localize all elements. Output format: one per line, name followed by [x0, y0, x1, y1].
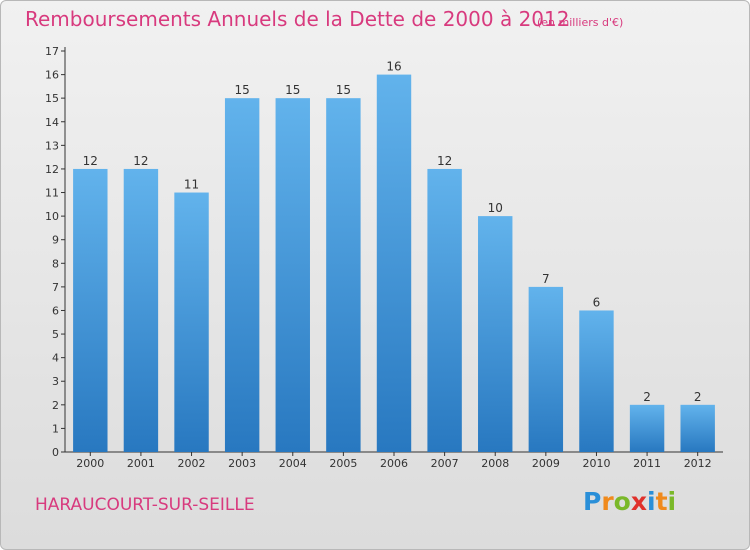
x-tick-label: 2007 — [431, 457, 459, 470]
logo-letter: t — [655, 487, 668, 516]
bar-value-label: 7 — [542, 272, 550, 286]
bar — [73, 168, 108, 453]
bar-value-label: 15 — [336, 83, 351, 97]
y-tick-label: 13 — [45, 139, 59, 152]
y-tick-label: 11 — [45, 187, 59, 200]
logo-letter: i — [667, 487, 677, 516]
y-tick-label: 9 — [52, 234, 59, 247]
chart-labels: 12 2000 12 2001 11 2002 15 2003 15 2004 15 2005 16 20… — [76, 60, 711, 470]
chart-subtitle: (en milliers d'€) — [537, 16, 624, 29]
x-tick-label: 2000 — [76, 457, 104, 470]
y-tick-label: 2 — [52, 399, 59, 412]
x-tick-label: 2010 — [582, 457, 610, 470]
chart-title: Remboursements Annuels de la Dette de 20… — [25, 7, 570, 31]
x-tick-label: 2012 — [684, 457, 712, 470]
bar — [123, 168, 159, 453]
bar-value-label: 10 — [488, 201, 503, 215]
y-tick-label: 0 — [52, 446, 59, 459]
bar-value-label: 16 — [386, 60, 401, 74]
chart-bars — [73, 74, 715, 453]
bar — [224, 98, 260, 453]
bar-value-label: 2 — [694, 390, 702, 404]
x-tick-label: 2002 — [178, 457, 206, 470]
bar — [680, 404, 715, 452]
x-tick-label: 2001 — [127, 457, 155, 470]
bar — [478, 216, 513, 452]
y-tick-label: 15 — [45, 92, 59, 105]
y-tick-label: 7 — [52, 281, 59, 294]
bar — [579, 310, 614, 452]
y-tick-label: 1 — [52, 422, 59, 435]
y-tick-label: 17 — [45, 45, 59, 58]
x-tick-label: 2006 — [380, 457, 408, 470]
bar-value-label: 11 — [184, 178, 199, 192]
y-tick-label: 10 — [45, 210, 59, 223]
bar-value-label: 15 — [235, 83, 250, 97]
x-tick-label: 2003 — [228, 457, 256, 470]
y-tick-label: 4 — [52, 352, 59, 365]
logo-letter: r — [601, 487, 614, 516]
y-tick-label: 16 — [45, 69, 59, 82]
y-tick-label: 14 — [45, 116, 59, 129]
city-name: HARAUCOURT-SUR-SEILLE — [35, 495, 255, 515]
x-tick-label: 2008 — [481, 457, 509, 470]
x-tick-label: 2009 — [532, 457, 560, 470]
x-tick-label: 2004 — [279, 457, 307, 470]
bar — [427, 168, 462, 453]
proxiti-logo: Proxiti — [583, 487, 676, 516]
bar-value-label: 6 — [593, 295, 601, 309]
bar-value-label: 2 — [643, 390, 651, 404]
y-tick-label: 5 — [52, 328, 59, 341]
bar-value-label: 12 — [133, 154, 148, 168]
bar — [174, 192, 209, 452]
bar — [629, 404, 665, 452]
bar-value-label: 15 — [285, 83, 300, 97]
bar — [376, 74, 412, 453]
logo-letter: o — [613, 487, 631, 516]
x-tick-label: 2011 — [633, 457, 661, 470]
logo-letter: i — [647, 487, 656, 516]
bar-value-label: 12 — [437, 154, 452, 168]
bar — [275, 98, 310, 453]
y-tick-label: 12 — [45, 163, 59, 176]
logo-letter: x — [630, 487, 647, 516]
y-tick-label: 8 — [52, 257, 59, 270]
bar-value-label: 12 — [83, 154, 98, 168]
y-tick-label: 3 — [52, 375, 59, 388]
y-tick-label: 6 — [52, 304, 59, 317]
logo-letter: P — [583, 487, 602, 516]
bar — [326, 98, 361, 453]
bar — [528, 286, 564, 452]
x-tick-label: 2005 — [329, 457, 357, 470]
